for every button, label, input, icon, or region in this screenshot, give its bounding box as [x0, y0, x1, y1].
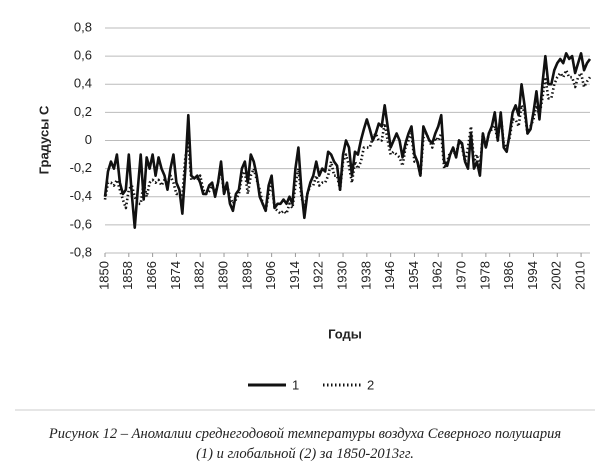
x-tick-label: 1898	[239, 261, 254, 290]
y-tick-label: -0,4	[70, 188, 92, 203]
caption: Рисунок 12 – Аномалии среднегодовой темп…	[48, 426, 562, 462]
y-axis-title: Градусы С	[36, 105, 51, 174]
x-tick-label: 1890	[215, 261, 230, 290]
x-axis-title: Годы	[328, 326, 362, 341]
x-tick-label: 1938	[358, 261, 373, 290]
x-tick-label: 1906	[263, 261, 278, 290]
x-tick-label: 1978	[477, 261, 492, 290]
legend-label: 2	[367, 377, 374, 392]
x-tick-label: 1850	[96, 261, 111, 290]
series-line	[103, 68, 592, 215]
y-tick-label: 0,4	[74, 76, 92, 91]
x-tick-label: 1930	[334, 261, 349, 290]
x-tick-label: 1914	[287, 261, 302, 290]
x-tick-label: 1946	[382, 261, 397, 290]
chart: Градусы С Годы -0,8 -0,6 -0,4 -0,2 0 0,2 0,4 0,…	[15, 19, 595, 411]
x-tick-label: 1970	[453, 261, 468, 290]
x-tick-label: 1994	[525, 261, 540, 290]
x-tick-label: 2002	[549, 261, 564, 290]
y-tick-label: 0,6	[74, 48, 92, 63]
x-tick-label: 1874	[168, 261, 183, 290]
legend-label: 1	[292, 377, 299, 392]
x-tick-label: 1866	[144, 261, 159, 290]
y-tick-label: 0,8	[74, 19, 92, 34]
y-tick-label: 0,2	[74, 104, 92, 119]
y-tick-label: -0,2	[70, 160, 92, 175]
x-tick-label: 1858	[120, 261, 135, 290]
x-tick-label: 1954	[406, 261, 421, 290]
x-tick-label: 1986	[501, 261, 516, 290]
y-tick-label: 0	[85, 132, 92, 147]
x-tick-label: 1922	[311, 261, 326, 290]
x-tick-label: 1962	[430, 261, 445, 290]
x-tick-label: 2010	[573, 261, 588, 290]
y-tick-label: -0,8	[70, 244, 92, 259]
y-tick-label: -0,6	[70, 216, 92, 231]
x-tick-label: 1882	[192, 261, 207, 290]
